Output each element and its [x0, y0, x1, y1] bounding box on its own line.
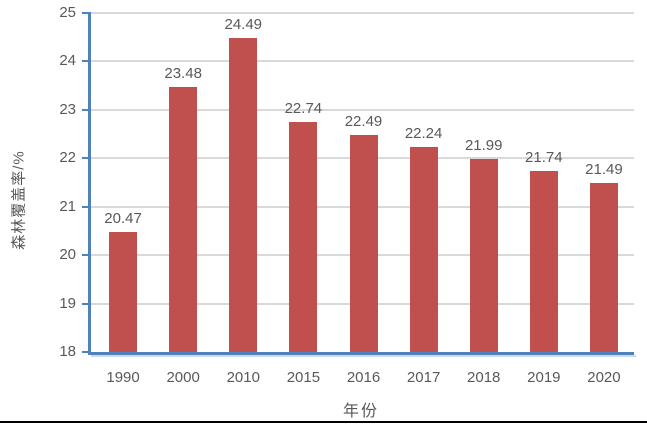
bar: [349, 134, 378, 352]
x-tick-label: 2010: [226, 369, 260, 386]
bar: [169, 86, 198, 352]
bar-value-label: 22.24: [404, 124, 443, 142]
y-tick-label: 20: [59, 246, 76, 264]
bar-value-label: 24.49: [224, 15, 263, 33]
bar-value-label: 21.74: [525, 148, 563, 166]
y-tick-mark: [82, 157, 91, 160]
x-tick-label: 2017: [406, 369, 441, 386]
y-tick-mark: [82, 254, 91, 257]
bar: [529, 170, 558, 352]
bar: [589, 182, 618, 352]
x-tick-label: 2015: [286, 369, 321, 386]
x-tick-label: 2016: [346, 369, 381, 386]
bar: [409, 146, 438, 352]
bar: [289, 122, 318, 352]
y-tick-label: 18: [59, 343, 76, 360]
bar: [109, 232, 138, 352]
y-tick-mark: [82, 302, 91, 305]
y-tick-mark: [82, 108, 91, 111]
y-tick-mark: [82, 351, 91, 353]
bottom-rule: [0, 421, 647, 423]
gridline: [91, 12, 634, 14]
bar-value-label: 20.47: [104, 210, 142, 228]
gridline: [91, 108, 634, 111]
bar: [469, 158, 498, 352]
x-tick-label: 2019: [527, 369, 561, 386]
bar-value-label: 23.48: [164, 64, 202, 82]
x-axis-title: 年份: [342, 403, 379, 420]
y-tick-label: 19: [59, 294, 76, 312]
gridline: [91, 60, 634, 63]
bar-value-label: 22.74: [284, 100, 323, 118]
plot-area: [88, 13, 634, 355]
y-tick-mark: [82, 205, 91, 208]
x-tick-label: 1990: [106, 369, 140, 386]
x-tick-label: 2020: [587, 369, 621, 386]
bar-value-label: 22.49: [344, 112, 383, 130]
x-axis-shadow: [91, 355, 636, 357]
bar-value-label: 21.49: [585, 160, 623, 178]
y-tick-label: 24: [59, 52, 76, 70]
y-axis-title: 森林覆盖率/%: [10, 150, 28, 250]
y-tick-mark: [82, 12, 91, 14]
bar: [229, 37, 258, 352]
y-tick-label: 22: [59, 149, 76, 167]
y-tick-mark: [82, 60, 91, 63]
y-tick-label: 23: [59, 100, 76, 118]
y-tick-label: 25: [59, 4, 76, 21]
y-tick-label: 21: [59, 197, 76, 215]
x-tick-label: 2018: [467, 369, 501, 386]
bar-value-label: 21.99: [464, 136, 503, 154]
x-tick-label: 2000: [166, 369, 200, 386]
